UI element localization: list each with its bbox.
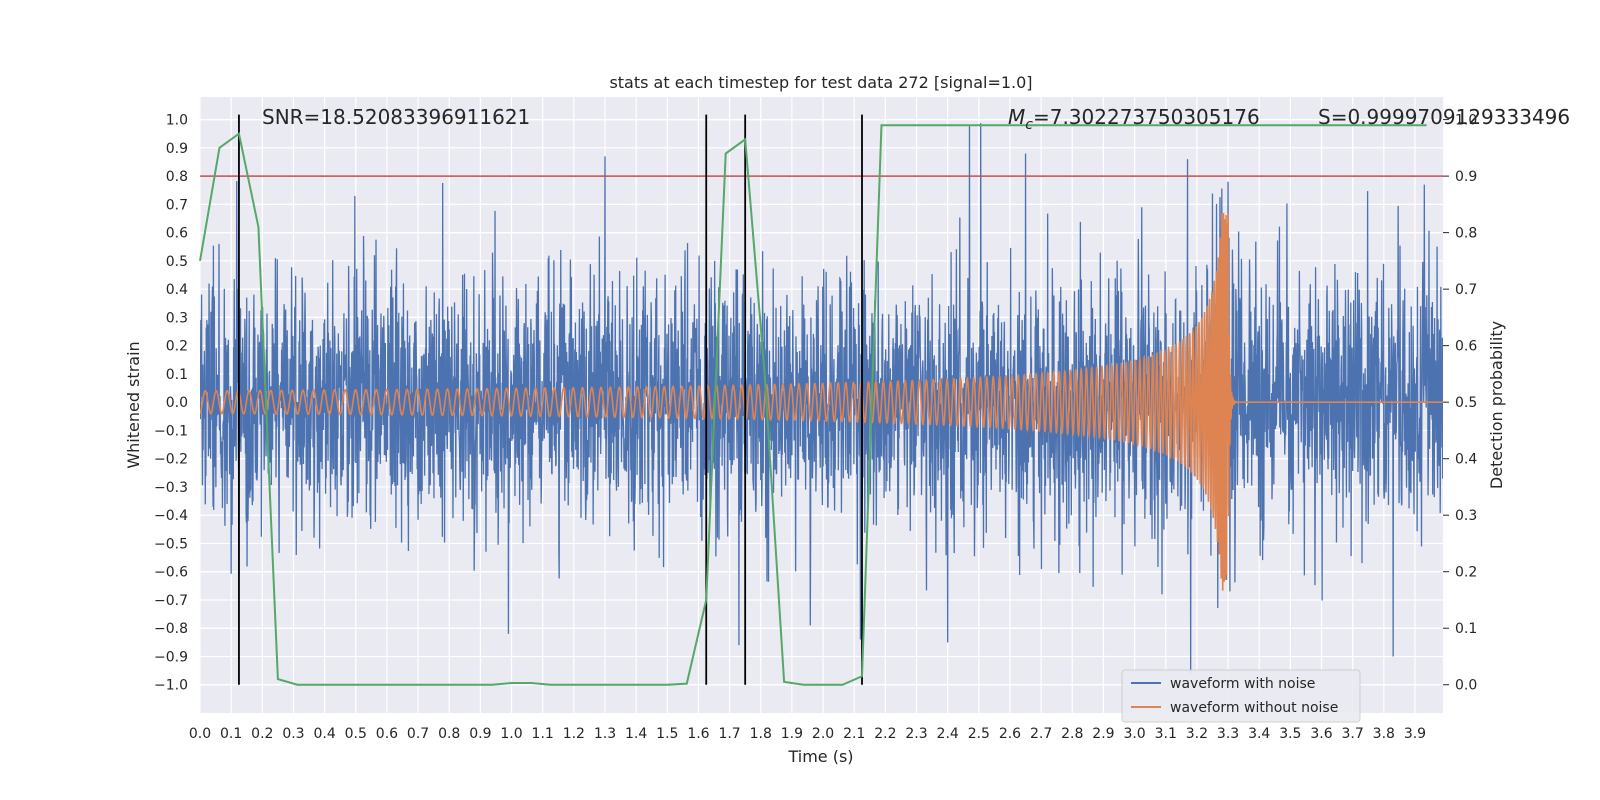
y2-tick-label: 0.5 bbox=[1455, 395, 1477, 411]
y-tick-label: −0.9 bbox=[154, 649, 188, 665]
x-tick-label: 2.2 bbox=[874, 726, 896, 742]
y2-tick-label: 0.0 bbox=[1455, 678, 1477, 694]
y-tick-label: 1.0 bbox=[166, 113, 188, 129]
x-tick-label: 2.8 bbox=[1061, 726, 1083, 742]
x-tick-label: 1.8 bbox=[750, 726, 772, 742]
overlay-layer bbox=[199, 114, 1443, 686]
y2-tick-label: 0.1 bbox=[1455, 621, 1477, 637]
y-tick-label: 0.8 bbox=[166, 169, 188, 185]
series-waveform-without-noise bbox=[200, 212, 1443, 591]
x-tick-label: 3.5 bbox=[1279, 726, 1301, 742]
x-tick-label: 1.7 bbox=[718, 726, 740, 742]
x-tick-label: 0.0 bbox=[189, 726, 211, 742]
x-tick-label: 1.0 bbox=[500, 726, 522, 742]
chirp-mass-symbol: M bbox=[1008, 105, 1025, 129]
y-tick-label: 0.4 bbox=[166, 282, 188, 298]
x-axis-label: Time (s) bbox=[787, 747, 853, 766]
x-tick-label: 1.9 bbox=[781, 726, 803, 742]
x-tick-label: 0.6 bbox=[376, 726, 398, 742]
x-tick-label: 2.4 bbox=[937, 726, 959, 742]
snr-annotation: SNR=18.52083396911621 bbox=[262, 105, 530, 129]
y-tick-label: −0.1 bbox=[154, 423, 188, 439]
x-tick-label: 0.2 bbox=[251, 726, 273, 742]
y2-tick-label: 1.0 bbox=[1455, 113, 1477, 129]
y-tick-label: 0.6 bbox=[166, 226, 188, 242]
x-tick-label: 1.3 bbox=[594, 726, 616, 742]
x-tick-label: 1.5 bbox=[656, 726, 678, 742]
series-detection-probability bbox=[199, 124, 1427, 686]
x-axis-ticks: 0.0 0.1 0.2 0.3 0.4 0.5 0.6 0.7 0.8 0.9 1.0 1.1 1.2 1… bbox=[189, 726, 1426, 742]
x-tick-label: 1.1 bbox=[532, 726, 554, 742]
x-tick-label: 2.3 bbox=[905, 726, 927, 742]
chirp-mass-value: =7.302273750305176 bbox=[1033, 105, 1260, 129]
y2-tick-label: 0.8 bbox=[1455, 226, 1477, 242]
x-tick-label: 3.9 bbox=[1404, 726, 1426, 742]
y-tick-label: −0.5 bbox=[154, 536, 188, 552]
legend-label-clean: waveform without noise bbox=[1170, 700, 1338, 716]
y2-tick-label: 0.6 bbox=[1455, 339, 1477, 355]
x-tick-label: 2.1 bbox=[843, 726, 865, 742]
x-tick-label: 2.0 bbox=[812, 726, 834, 742]
y-tick-label: −1.0 bbox=[154, 678, 188, 694]
y-axis-label: Whitened strain bbox=[124, 341, 143, 468]
y-tick-label: 0.3 bbox=[166, 310, 188, 326]
y2-tick-label: 0.2 bbox=[1455, 565, 1477, 581]
x-tick-label: 3.2 bbox=[1186, 726, 1208, 742]
legend-label-noisy: waveform with noise bbox=[1170, 676, 1315, 692]
y-tick-label: 0.0 bbox=[166, 395, 188, 411]
y-tick-label: 0.2 bbox=[166, 339, 188, 355]
legend-box bbox=[1121, 669, 1361, 723]
x-tick-label: 2.7 bbox=[1030, 726, 1052, 742]
s-annotation: S=0.9999709129333496 bbox=[1318, 105, 1570, 129]
y2-tick-label: 0.9 bbox=[1455, 169, 1477, 185]
x-tick-label: 0.9 bbox=[469, 726, 491, 742]
series-layer bbox=[200, 123, 1443, 674]
y-tick-label: −0.4 bbox=[154, 508, 188, 524]
x-tick-label: 2.6 bbox=[999, 726, 1021, 742]
y-tick-label: 0.5 bbox=[166, 254, 188, 270]
x-tick-label: 0.8 bbox=[438, 726, 460, 742]
y2-tick-label: 0.7 bbox=[1455, 282, 1477, 298]
x-tick-label: 3.1 bbox=[1155, 726, 1177, 742]
y-tick-label: 0.7 bbox=[166, 197, 188, 213]
x-tick-label: 3.4 bbox=[1248, 726, 1270, 742]
x-tick-label: 2.5 bbox=[968, 726, 990, 742]
x-tick-label: 2.9 bbox=[1092, 726, 1114, 742]
x-tick-label: 1.2 bbox=[563, 726, 585, 742]
x-tick-label: 1.4 bbox=[625, 726, 647, 742]
y-tick-label: 0.9 bbox=[166, 141, 188, 157]
x-tick-label: 1.6 bbox=[687, 726, 709, 742]
x-tick-label: 0.1 bbox=[220, 726, 242, 742]
x-tick-label: 0.3 bbox=[282, 726, 304, 742]
x-tick-label: 0.7 bbox=[407, 726, 429, 742]
y-tick-label: −0.3 bbox=[154, 480, 188, 496]
y-tick-label: −0.7 bbox=[154, 593, 188, 609]
y-axis-ticks: −1.0 −0.9 −0.8 −0.7 −0.6 −0.5 −0.4 −0.3 −0.2 −0.1… bbox=[154, 113, 188, 694]
chirp-mass-annotation: Mc=7.302273750305176 bbox=[1008, 105, 1260, 133]
chirp-mass-subscript: c bbox=[1025, 117, 1033, 133]
x-tick-label: 3.6 bbox=[1310, 726, 1332, 742]
y2-axis-label: Detection probability bbox=[1487, 321, 1506, 489]
y-tick-label: 0.1 bbox=[166, 367, 188, 383]
x-tick-label: 0.4 bbox=[313, 726, 335, 742]
x-tick-label: 0.5 bbox=[345, 726, 367, 742]
y2-tick-label: 0.3 bbox=[1455, 508, 1477, 524]
x-tick-label: 3.3 bbox=[1217, 726, 1239, 742]
y-tick-label: −0.2 bbox=[154, 452, 188, 468]
legend: waveform with noise waveform without noi… bbox=[1121, 669, 1361, 723]
y2-tick-label: 0.4 bbox=[1455, 452, 1477, 468]
y-tick-label: −0.6 bbox=[154, 565, 188, 581]
series-waveform-with-noise bbox=[200, 123, 1443, 674]
chart-title: stats at each timestep for test data 272… bbox=[609, 73, 1032, 92]
y2-axis-ticks: 0.0 0.1 0.2 0.3 0.4 0.5 0.6 0.7 0.8 0.9 1.0 bbox=[1443, 113, 1477, 694]
x-tick-label: 3.8 bbox=[1373, 726, 1395, 742]
x-tick-label: 3.0 bbox=[1123, 726, 1145, 742]
y-tick-label: −0.8 bbox=[154, 621, 188, 637]
x-tick-label: 3.7 bbox=[1342, 726, 1364, 742]
